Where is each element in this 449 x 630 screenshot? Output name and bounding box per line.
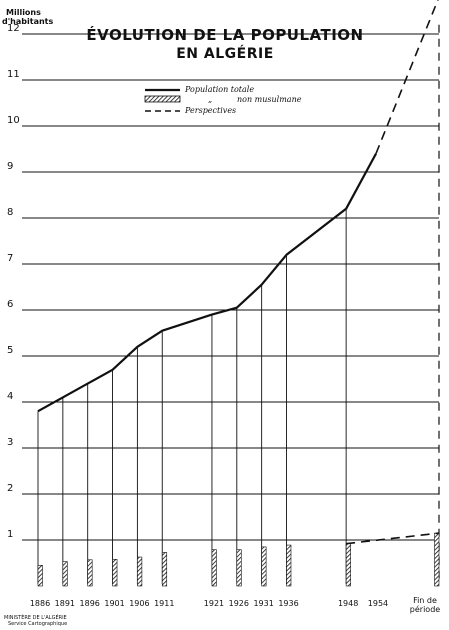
chart-title-line2: EN ALGÉRIE bbox=[176, 45, 274, 62]
credit-line2: Service Cartographique bbox=[8, 621, 67, 627]
y-tick-label-7: 7 bbox=[7, 253, 13, 264]
y-tick-label-4: 4 bbox=[7, 391, 13, 402]
bar-non-muslim-1931 bbox=[261, 546, 267, 587]
y-tick-label-9: 9 bbox=[7, 161, 13, 172]
bar-non-muslim-1886 bbox=[37, 564, 43, 587]
x-tick-label-1926: 1926 bbox=[229, 599, 249, 608]
bar-non-muslim-1891 bbox=[62, 561, 68, 587]
x-tick-label-1936: 1936 bbox=[278, 599, 298, 608]
y-tick-label-2: 2 bbox=[7, 483, 13, 494]
y-tick-label-12: 12 bbox=[7, 23, 20, 34]
unit-label-line1: Millions bbox=[6, 8, 41, 17]
x-tick-label-1901: 1901 bbox=[104, 599, 124, 608]
x-axis-ticks: 1886 1891 1896 1901 1906 1911 1921 1926 1931 1936… bbox=[30, 599, 388, 608]
legend-perspectives-label: Perspectives bbox=[184, 106, 236, 115]
x-tick-label-1931: 1931 bbox=[253, 599, 273, 608]
bar-non-muslim-1921 bbox=[211, 549, 217, 587]
bar-non-muslim-1911 bbox=[161, 552, 168, 587]
legend-non-muslim-label: non musulmane bbox=[237, 95, 302, 104]
legend-total-label: Population totale bbox=[184, 85, 254, 94]
x-tick-label-1906: 1906 bbox=[129, 599, 149, 608]
x-end-label-line2: période bbox=[410, 604, 440, 614]
x-tick-label-1921: 1921 bbox=[204, 599, 224, 608]
non-muslim-bars bbox=[37, 532, 440, 587]
y-tick-label-10: 10 bbox=[7, 115, 20, 126]
x-tick-label-1891: 1891 bbox=[55, 599, 75, 608]
bar-non-muslim-1906 bbox=[137, 556, 143, 587]
x-end-label-line1: Fin de bbox=[413, 596, 437, 605]
line-perspectives-2 bbox=[346, 532, 440, 545]
legend-non-muslim-ditto: „ bbox=[208, 95, 212, 104]
unit-label-line2: d'habitants bbox=[2, 17, 53, 26]
bar-non-muslim-1948 bbox=[345, 543, 351, 587]
y-tick-label-8: 8 bbox=[7, 207, 13, 218]
legend: Population totale „ non musulmane Perspe… bbox=[144, 85, 302, 115]
x-tick-label-1948: 1948 bbox=[338, 599, 358, 608]
x-tick-label-1911: 1911 bbox=[154, 599, 174, 608]
y-tick-label-3: 3 bbox=[7, 437, 13, 448]
y-tick-label-11: 11 bbox=[7, 69, 20, 80]
series-lines bbox=[37, 0, 440, 545]
bar-non-muslim-end-period bbox=[434, 532, 440, 587]
legend-non-muslim-swatch bbox=[144, 95, 181, 103]
x-tick-label-1954: 1954 bbox=[368, 599, 388, 608]
bar-non-muslim-1896 bbox=[87, 559, 93, 587]
credit-line1: MINISTÈRE DE L'ALGÉRIE bbox=[4, 613, 67, 621]
chart-title-line1: ÉVOLUTION DE LA POPULATION bbox=[86, 25, 363, 44]
bar-non-muslim-1926 bbox=[236, 549, 242, 587]
bar-non-muslim-1936 bbox=[286, 544, 292, 587]
year-drop-lines bbox=[37, 24, 440, 584]
x-tick-label-1896: 1896 bbox=[80, 599, 100, 608]
line-perspectives-1 bbox=[375, 0, 439, 154]
y-tick-label-1: 1 bbox=[7, 529, 13, 540]
line-population-totale bbox=[37, 153, 377, 413]
y-tick-label-6: 6 bbox=[7, 299, 13, 310]
bar-non-muslim-1901 bbox=[112, 559, 118, 587]
x-tick-label-1886: 1886 bbox=[30, 599, 50, 608]
y-tick-label-5: 5 bbox=[7, 345, 13, 356]
